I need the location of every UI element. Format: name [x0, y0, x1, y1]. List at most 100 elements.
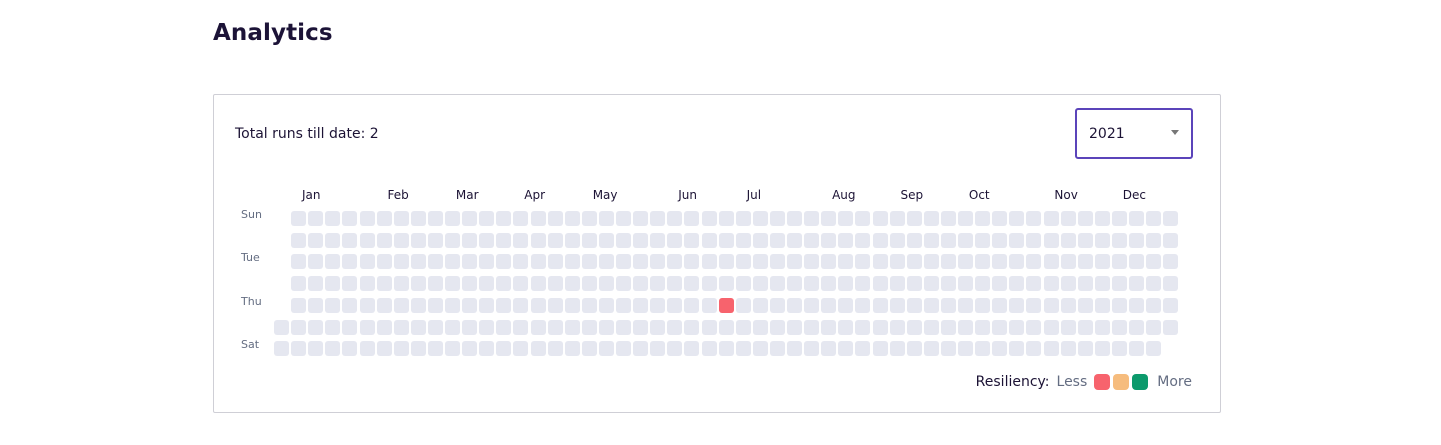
heatmap-cell[interactable] [1077, 276, 1093, 292]
heatmap-cell[interactable] [667, 211, 683, 226]
heatmap-cell[interactable] [598, 232, 614, 248]
heatmap-cell[interactable] [958, 211, 973, 226]
heatmap-cell[interactable] [906, 319, 922, 335]
heatmap-cell[interactable] [855, 232, 871, 248]
heatmap-cell[interactable] [1009, 297, 1025, 313]
heatmap-cell[interactable] [667, 297, 683, 313]
heatmap-cell[interactable] [872, 297, 888, 313]
heatmap-cell[interactable] [1111, 341, 1127, 357]
heatmap-cell[interactable] [684, 211, 700, 226]
heatmap-cell[interactable] [530, 297, 546, 313]
heatmap-cell[interactable] [291, 319, 307, 335]
heatmap-cell[interactable] [1077, 211, 1093, 226]
heatmap-cell[interactable] [718, 232, 734, 248]
heatmap-cell[interactable] [804, 341, 820, 357]
heatmap-cell[interactable] [564, 254, 580, 270]
heatmap-cell[interactable] [667, 319, 683, 335]
heatmap-cell[interactable] [1009, 211, 1025, 226]
heatmap-cell[interactable] [992, 341, 1008, 357]
heatmap-cell[interactable] [530, 211, 546, 226]
heatmap-cell[interactable] [684, 276, 700, 292]
heatmap-cell[interactable] [616, 297, 631, 313]
heatmap-cell[interactable] [1094, 341, 1110, 357]
heatmap-cell[interactable] [804, 276, 820, 292]
heatmap-cell[interactable] [992, 276, 1008, 292]
heatmap-cell[interactable] [1060, 211, 1076, 226]
heatmap-cell[interactable] [940, 276, 956, 292]
heatmap-cell[interactable] [376, 276, 392, 292]
heatmap-cell[interactable] [650, 341, 666, 357]
heatmap-cell[interactable] [684, 297, 700, 313]
heatmap-cell[interactable] [975, 211, 991, 226]
heatmap-cell[interactable] [393, 254, 409, 270]
heatmap-cell[interactable] [975, 319, 991, 335]
heatmap-cell[interactable] [479, 276, 495, 292]
heatmap-cell[interactable] [769, 319, 785, 335]
heatmap-cell[interactable] [308, 254, 324, 270]
heatmap-cell[interactable] [821, 232, 837, 248]
heatmap-cell[interactable] [308, 232, 324, 248]
heatmap-cell[interactable] [752, 211, 768, 226]
heatmap-cell[interactable] [410, 276, 426, 292]
heatmap-cell[interactable] [598, 319, 614, 335]
heatmap-cell[interactable] [376, 254, 392, 270]
heatmap-cell[interactable] [701, 341, 717, 357]
heatmap-cell[interactable] [393, 276, 409, 292]
heatmap-cell[interactable] [718, 341, 734, 357]
heatmap-cell[interactable] [1129, 276, 1144, 292]
heatmap-cell[interactable] [325, 319, 341, 335]
heatmap-cell[interactable] [804, 232, 820, 248]
heatmap-cell[interactable] [564, 232, 580, 248]
heatmap-cell[interactable] [325, 297, 341, 313]
heatmap-cell[interactable] [325, 232, 341, 248]
heatmap-cell[interactable] [718, 276, 734, 292]
heatmap-cell[interactable] [958, 276, 973, 292]
heatmap-cell[interactable] [958, 297, 973, 313]
heatmap-cell[interactable] [1111, 276, 1127, 292]
heatmap-cell[interactable] [958, 319, 973, 335]
heatmap-cell[interactable] [564, 319, 580, 335]
heatmap-cell[interactable] [479, 211, 495, 226]
heatmap-cell[interactable] [923, 232, 939, 248]
heatmap-cell[interactable] [342, 319, 358, 335]
heatmap-cell[interactable] [1043, 319, 1059, 335]
heatmap-cell[interactable] [1060, 297, 1076, 313]
heatmap-cell[interactable] [769, 276, 785, 292]
heatmap-cell[interactable] [462, 232, 478, 248]
heatmap-cell[interactable] [1043, 254, 1059, 270]
heatmap-cell[interactable] [376, 232, 392, 248]
heatmap-cell[interactable] [1163, 297, 1179, 313]
heatmap-cell[interactable] [889, 254, 905, 270]
heatmap-cell[interactable] [1129, 211, 1144, 226]
heatmap-cell[interactable] [872, 319, 888, 335]
heatmap-cell[interactable] [872, 341, 888, 357]
heatmap-cell[interactable] [1129, 232, 1144, 248]
heatmap-cell[interactable] [291, 297, 307, 313]
heatmap-cell[interactable] [701, 211, 717, 226]
heatmap-cell[interactable] [787, 319, 802, 335]
heatmap-cell[interactable] [804, 211, 820, 226]
heatmap-cell[interactable] [940, 254, 956, 270]
heatmap-cell[interactable] [445, 211, 460, 226]
heatmap-cell[interactable] [479, 319, 495, 335]
heatmap-cell[interactable] [564, 341, 580, 357]
heatmap-cell[interactable] [427, 276, 443, 292]
heatmap-cell[interactable] [1094, 276, 1110, 292]
heatmap-cell[interactable] [547, 276, 563, 292]
heatmap-cell[interactable] [274, 341, 289, 357]
heatmap-cell[interactable] [598, 211, 614, 226]
heatmap-cell[interactable] [393, 232, 409, 248]
heatmap-cell[interactable] [940, 319, 956, 335]
heatmap-cell[interactable] [838, 319, 854, 335]
heatmap-cell[interactable] [1009, 319, 1025, 335]
heatmap-cell[interactable] [547, 232, 563, 248]
heatmap-cell[interactable] [1111, 319, 1127, 335]
heatmap-cell[interactable] [1043, 341, 1059, 357]
heatmap-cell[interactable] [274, 319, 289, 335]
heatmap-cell[interactable] [855, 341, 871, 357]
heatmap-cell[interactable] [940, 232, 956, 248]
heatmap-cell[interactable] [752, 254, 768, 270]
heatmap-cell[interactable] [547, 341, 563, 357]
heatmap-cell[interactable] [581, 254, 597, 270]
heatmap-cell[interactable] [496, 211, 512, 226]
